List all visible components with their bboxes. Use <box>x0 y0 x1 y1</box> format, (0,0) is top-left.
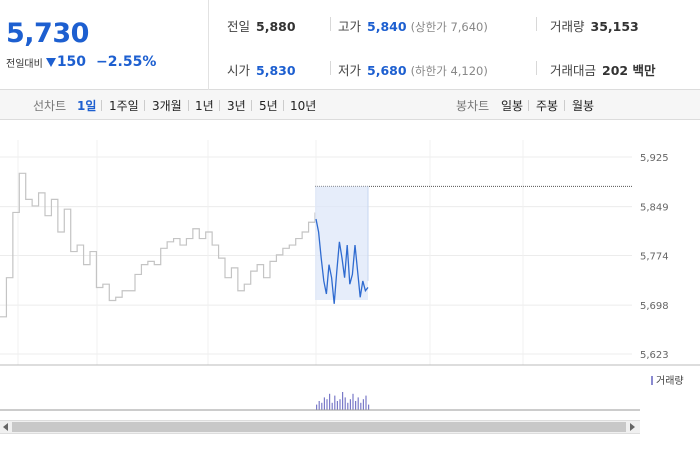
change-percent: −2.55% <box>96 54 157 70</box>
stat-open: 시가 5,830 <box>227 60 296 79</box>
series-line-previous <box>0 172 316 318</box>
divider <box>251 100 252 111</box>
volume-bar <box>318 401 320 410</box>
divider <box>144 100 145 111</box>
period-1year-tab[interactable]: 1년 <box>195 99 214 113</box>
divider <box>528 100 529 111</box>
volume-bar <box>326 399 328 410</box>
stat-value: 5,680 <box>367 63 407 78</box>
divider <box>188 100 189 111</box>
chart-scrollbar[interactable] <box>0 420 640 434</box>
stat-label: 거래량 <box>550 19 585 34</box>
change-label: 전일대비 <box>6 58 43 70</box>
divider <box>219 100 220 111</box>
volume-bar <box>344 397 346 410</box>
stat-label: 전일 <box>227 19 251 34</box>
down-triangle-icon <box>45 57 56 67</box>
candle-weekly-tab[interactable]: 주봉 <box>536 99 559 113</box>
volume-bar <box>331 402 333 410</box>
stat-label: 거래대금 <box>550 63 597 78</box>
volume-legend-label: 거래량 <box>656 376 684 387</box>
volume-bar <box>349 399 351 410</box>
volume-bar <box>316 404 318 410</box>
volume-bar <box>336 401 338 410</box>
volume-bar <box>323 397 325 410</box>
price-chart: 5,925 5,849 5,774 5,698 5,623 <box>0 140 700 411</box>
stat-value: 35,153 <box>590 19 639 34</box>
divider <box>536 61 537 75</box>
stat-prev-close: 전일 5,880 <box>227 16 296 35</box>
current-price: 5,730 <box>6 18 89 49</box>
scroll-left-icon[interactable] <box>3 423 8 431</box>
stat-value: 5,840 <box>367 19 407 34</box>
volume-bar <box>362 399 364 410</box>
volume-bar <box>321 402 323 410</box>
volume-bar <box>365 395 367 410</box>
volume-bar <box>347 402 349 410</box>
volume-bar <box>355 401 357 410</box>
volume-legend: 거래량 <box>651 372 684 387</box>
footer-space <box>0 434 700 450</box>
divider <box>330 61 331 75</box>
volume-bar <box>342 392 344 410</box>
y-tick-label: 5,774 <box>640 252 669 263</box>
change-row: 전일대비 150 −2.55% <box>6 54 156 70</box>
stat-label: 고가 <box>338 19 362 34</box>
divider <box>536 17 537 31</box>
stat-value: 5,880 <box>256 19 296 34</box>
stat-high: 고가 5,840 (상한가 7,640) <box>338 16 488 35</box>
stat-volume: 거래량 35,153 <box>550 16 639 35</box>
candle-daily-tab[interactable]: 일봉 <box>501 99 524 113</box>
stat-sub: (상한가 7,640) <box>410 20 488 34</box>
divider <box>330 17 331 31</box>
volume-bar <box>352 393 354 410</box>
period-10year-tab[interactable]: 10년 <box>290 99 317 113</box>
stat-label: 저가 <box>338 63 362 78</box>
stat-value: 202 백만 <box>602 63 656 78</box>
candle-monthly-tab[interactable]: 월봉 <box>572 99 595 113</box>
stat-value: 5,830 <box>256 63 296 78</box>
volume-bar <box>339 399 341 410</box>
period-3year-tab[interactable]: 3년 <box>227 99 246 113</box>
divider <box>564 100 565 111</box>
period-3month-tab[interactable]: 3개월 <box>152 99 182 113</box>
y-tick-label: 5,698 <box>640 301 669 312</box>
divider <box>283 100 284 111</box>
y-tick-label: 5,623 <box>640 350 669 361</box>
series-line-today <box>315 218 369 304</box>
change-amount: 150 <box>56 54 87 70</box>
quote-panel: 5,730 전일대비 150 −2.55% 전일 5,880 고가 5,840 (상한… <box>0 0 700 90</box>
volume-bar <box>360 402 362 410</box>
line-chart-label: 선차트 <box>33 99 67 113</box>
volume-bar <box>334 395 336 410</box>
price-box: 5,730 전일대비 150 −2.55% <box>0 0 209 90</box>
scroll-thumb[interactable] <box>12 422 626 432</box>
candle-chart-label: 봉차트 <box>456 99 490 113</box>
period-bar: 선차트 1일 1주일 3개월 1년 3년 5년 10년 봉차트 일봉 주봉 월봉 <box>0 90 700 120</box>
volume-bar <box>368 404 370 410</box>
divider <box>101 100 102 111</box>
stat-label: 시가 <box>227 63 251 78</box>
y-tick-label: 5,849 <box>640 203 669 214</box>
stat-low: 저가 5,680 (하한가 4,120) <box>338 60 488 79</box>
today-area <box>315 186 368 300</box>
stat-amount: 거래대금 202 백만 <box>550 60 655 79</box>
volume-bar <box>329 393 331 410</box>
period-1week-tab[interactable]: 1주일 <box>109 99 139 113</box>
scroll-right-icon[interactable] <box>630 423 635 431</box>
volume-bar <box>357 397 359 410</box>
period-1day-tab[interactable]: 1일 <box>77 99 97 113</box>
volume-swatch <box>651 376 653 385</box>
stat-sub: (하한가 4,120) <box>410 64 488 78</box>
y-tick-label: 5,925 <box>640 153 669 164</box>
period-5year-tab[interactable]: 5년 <box>259 99 278 113</box>
